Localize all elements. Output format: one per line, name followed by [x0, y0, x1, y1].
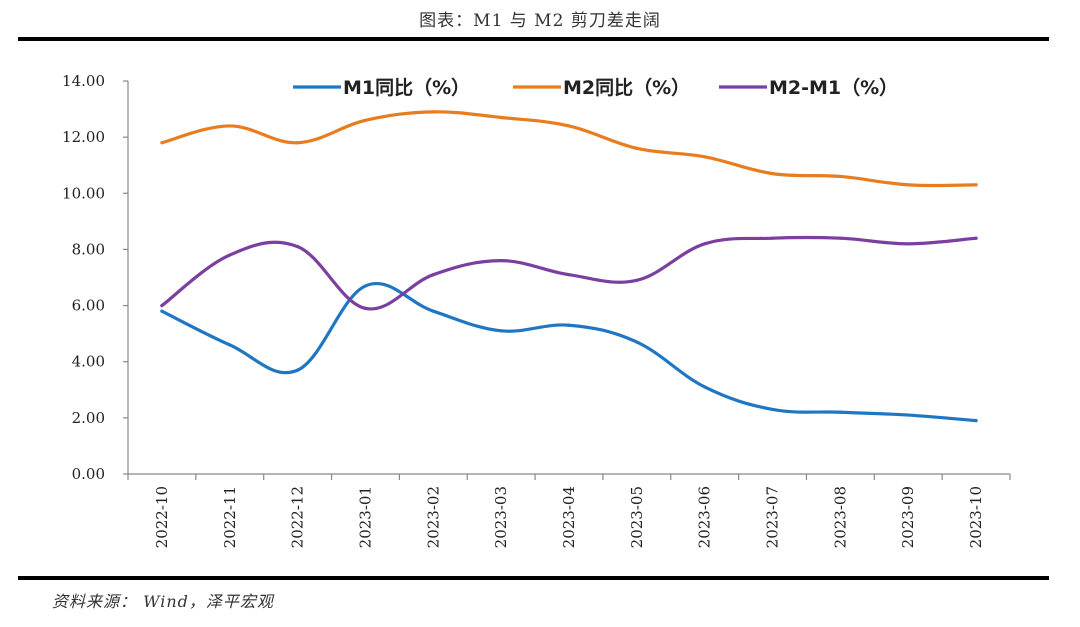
x-tick-label: 2023-06 [696, 486, 714, 548]
series-1-point [160, 309, 164, 313]
legend-label-2: M2同比（%） [563, 76, 690, 99]
x-tick-label: 2022-12 [289, 486, 307, 548]
x-tick-label: 2023-10 [967, 486, 985, 548]
series-1-point [499, 329, 503, 333]
x-tick-label: 2022-10 [153, 486, 171, 548]
series-2-point [160, 141, 164, 145]
series-1-point [567, 323, 571, 327]
figure-title: 图表：M1 与 M2 剪刀差走阔 [419, 11, 661, 31]
axes: 0.00 2.00 4.00 6.00 8.00 10.00 12.00 14.00 2022-… [62, 72, 1011, 548]
legend: M1同比（%） M2同比（%） M2-M1（%） [293, 76, 898, 99]
x-tick-label: 2023-03 [492, 486, 510, 548]
series-2-point [431, 110, 435, 114]
series-2-point [770, 172, 775, 176]
bottom-rule [18, 576, 1049, 580]
series-3-point [363, 306, 368, 310]
series-lines [160, 110, 978, 423]
series-1-point [703, 385, 707, 389]
series-1-point [363, 284, 368, 288]
x-tick-label: 2023-01 [356, 486, 374, 548]
x-tick-label: 2022-11 [221, 486, 239, 548]
series-3-point [703, 242, 707, 246]
series-1-point [635, 340, 639, 344]
series-2-point [363, 118, 368, 122]
series-2-point [906, 183, 910, 187]
series-3-point [499, 259, 503, 263]
series-2-point [499, 115, 503, 120]
legend-label-3: M2-M1（%） [769, 76, 898, 99]
series-1-point [296, 368, 300, 372]
y-tick-label: 4.00 [72, 353, 105, 371]
series-2-point [838, 174, 842, 179]
series-3-point [770, 236, 775, 240]
series-1-point [838, 410, 842, 414]
legend-label-1: M1同比（%） [343, 76, 470, 99]
series-1-point [770, 407, 775, 412]
series-1-point [228, 343, 232, 347]
series-1-point [974, 419, 978, 423]
series-3-point [974, 236, 978, 240]
y-tick-label: 14.00 [62, 72, 105, 90]
series-2-point [635, 146, 639, 150]
y-tick-label: 0.00 [72, 465, 105, 483]
y-tick-label: 2.00 [72, 409, 105, 427]
y-tick-label: 6.00 [72, 297, 105, 315]
top-rule [18, 37, 1049, 41]
y-tick-label: 10.00 [62, 184, 105, 202]
series-line-2 [160, 110, 978, 188]
series-3-point [160, 303, 164, 308]
series-2-point [703, 155, 707, 159]
line-chart: 0.00 2.00 4.00 6.00 8.00 10.00 12.00 14.00 2022-… [62, 72, 1011, 548]
series-2-point [567, 124, 571, 128]
x-tick-label: 2023-05 [628, 486, 646, 548]
source-note: 资料来源： Wind，泽平宏观 [52, 592, 274, 611]
series-3-point [635, 278, 639, 282]
series-1-point [431, 309, 435, 313]
series-2-point [228, 124, 232, 128]
series-1-point [906, 413, 910, 417]
x-tick-label: 2023-08 [831, 486, 849, 548]
x-tick-label: 2023-02 [424, 486, 442, 548]
x-tick-label: 2023-07 [764, 486, 782, 548]
series-3-point [228, 253, 232, 257]
series-2-point [296, 141, 300, 145]
series-3-point [906, 242, 910, 246]
series-3-point [296, 245, 300, 249]
series-3-point [431, 273, 435, 277]
x-tick-label: 2023-09 [899, 486, 917, 548]
series-2-point [974, 183, 978, 187]
y-tick-label: 12.00 [62, 128, 105, 146]
series-line-1 [160, 282, 978, 423]
x-tick-label: 2023-04 [560, 486, 578, 548]
y-tick-label: 8.00 [72, 240, 105, 258]
series-3-point [838, 236, 842, 240]
series-3-point [567, 273, 571, 277]
